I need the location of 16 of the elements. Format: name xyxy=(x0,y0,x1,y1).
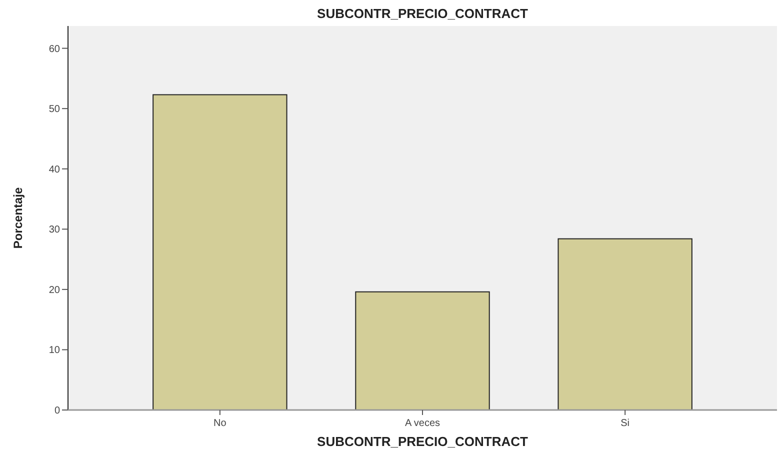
y-axis-title: Porcentaje xyxy=(11,186,25,249)
bar xyxy=(152,94,288,410)
x-axis-title: SUBCONTR_PRECIO_CONTRACT xyxy=(317,434,528,449)
y-tick-label: 20 xyxy=(48,284,60,296)
x-tick-label: A veces xyxy=(404,418,440,429)
chart-title: SUBCONTR_PRECIO_CONTRACT xyxy=(317,6,528,21)
y-tick-label: 0 xyxy=(54,406,60,416)
y-tick-label: 40 xyxy=(48,164,60,176)
y-tick-label: 10 xyxy=(48,345,60,356)
y-tick-label: 30 xyxy=(48,224,60,236)
bar xyxy=(355,291,490,410)
y-tick-label: 60 xyxy=(48,44,60,55)
y-tick-label: 50 xyxy=(48,104,60,116)
x-tick-label: No xyxy=(214,418,227,429)
x-tick-label: Si xyxy=(620,418,630,429)
bar xyxy=(558,238,692,410)
